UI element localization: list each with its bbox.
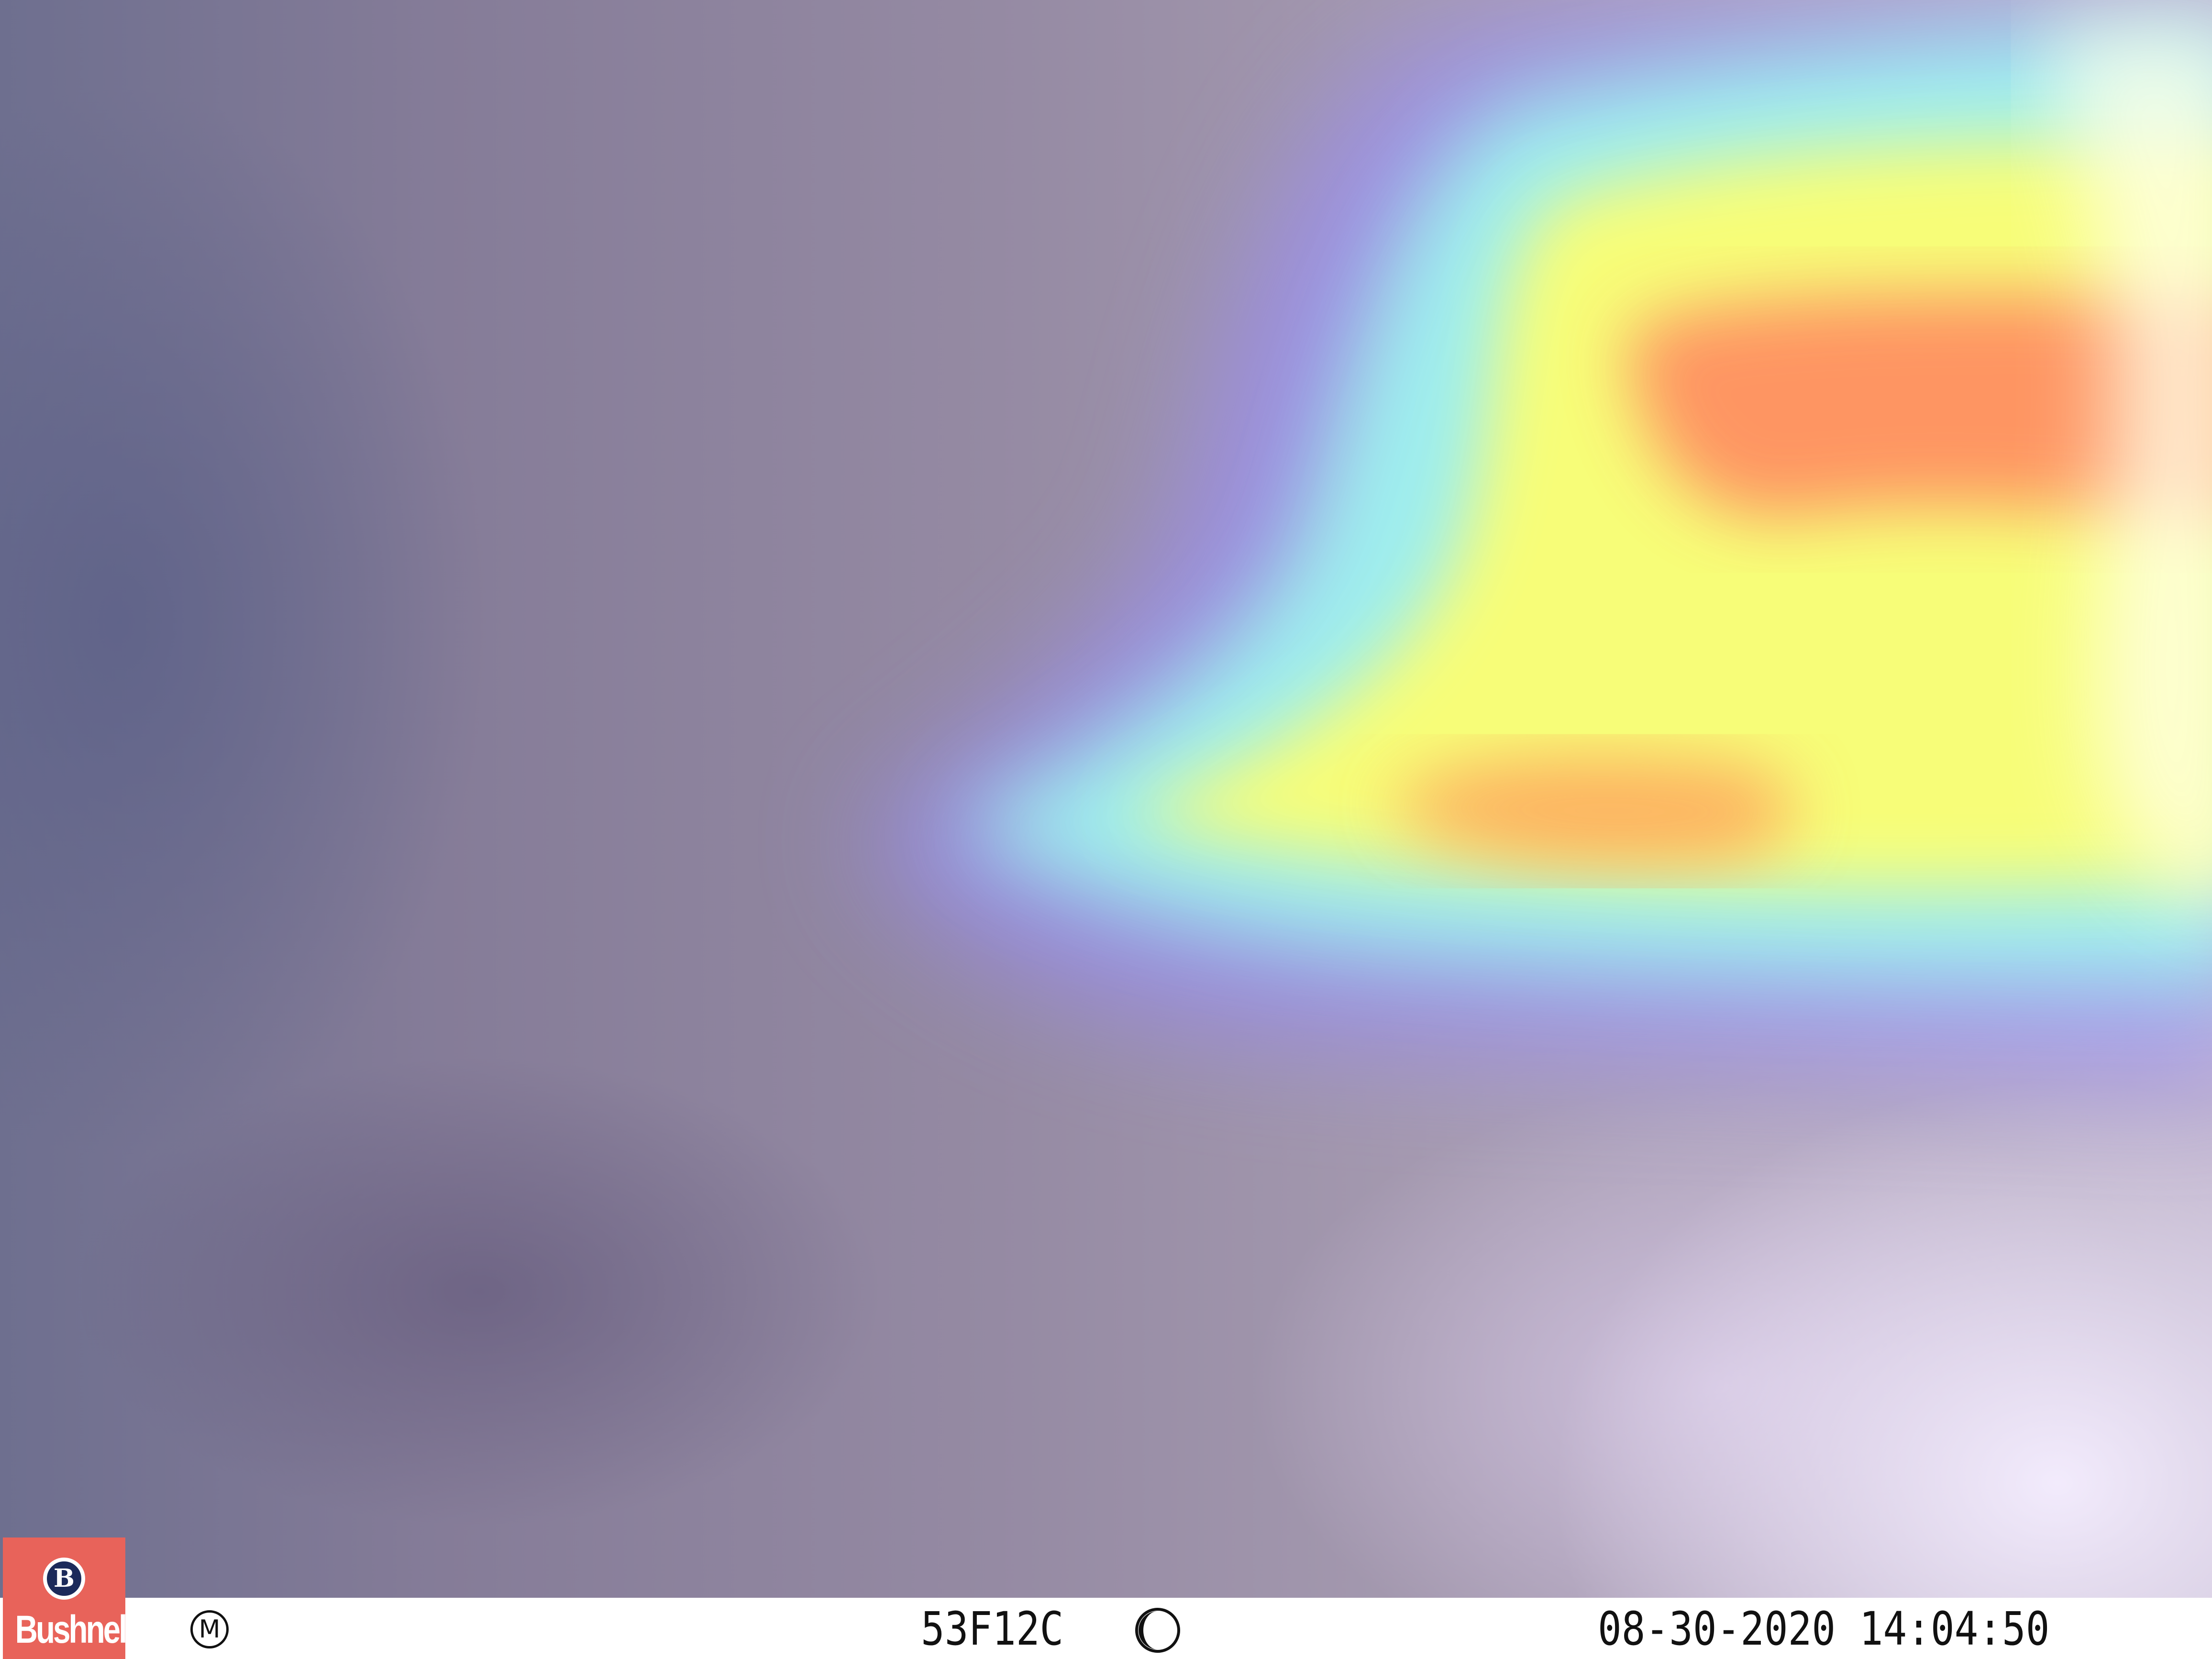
brand-name: Bushnell xyxy=(15,1608,125,1651)
bright-glow xyxy=(2050,24,2212,901)
heat-zone-hot-upper xyxy=(1626,293,2212,523)
heatmap-overlay xyxy=(861,10,2212,1079)
brand-logo: B Bushnell xyxy=(3,1537,125,1659)
timestamp: 08-30-2020 14:04:50 xyxy=(1598,1602,2050,1656)
moon-icon xyxy=(1135,1608,1180,1653)
mode-icon: M xyxy=(190,1610,229,1648)
camera-photo xyxy=(0,0,2212,1598)
camera-id: 53F12C xyxy=(921,1602,1064,1656)
heat-zone-hot-lower xyxy=(1387,756,1794,866)
brand-mark-icon: B xyxy=(43,1558,85,1600)
info-bar xyxy=(0,1598,2212,1659)
